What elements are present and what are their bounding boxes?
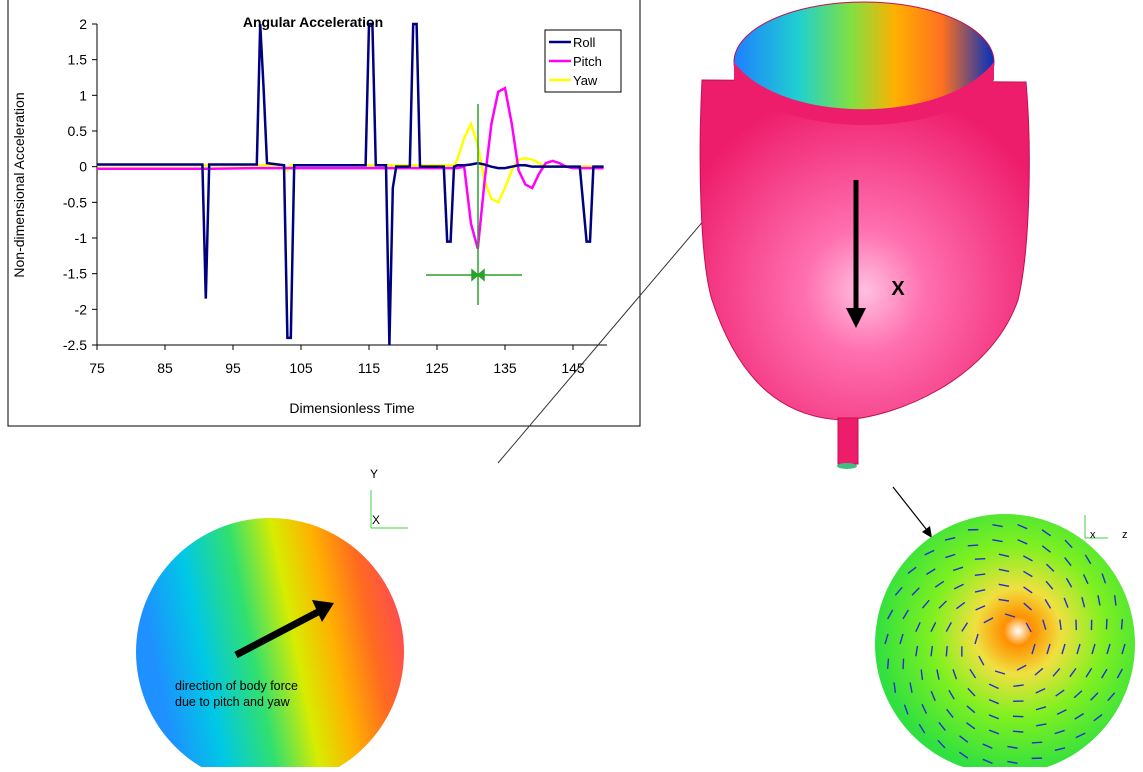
flow-arrow [888,659,889,669]
y-tick-label: -1 [75,230,88,246]
axis-label: z [1122,529,1128,541]
disk-caption: direction of body force [175,679,298,693]
x-tick-label: 145 [561,360,585,376]
flow-arrow [1106,619,1107,629]
flow-arrow [1013,731,1023,732]
axis-label: X [372,513,380,527]
left-disk: direction of body force due to pitch and… [136,467,408,767]
axis-label: x [1090,529,1096,541]
y-tick-label: 1 [79,87,87,103]
y-tick-label: -0.5 [63,194,87,210]
y-tick-label: -2 [75,301,88,317]
leader-arrow [893,487,932,538]
flow-arrow [903,659,904,669]
x-tick-label: 125 [425,360,449,376]
legend-label: Yaw [573,73,598,88]
y-axis-title: Non-dimensional Acceleration [11,92,27,277]
flow-arrow [1032,742,1042,743]
axis-label: Y [370,467,378,481]
x-tick-label: 75 [89,360,105,376]
x-tick-label: 135 [493,360,517,376]
x-tick-label: 105 [289,360,313,376]
flow-arrow [946,646,947,656]
flow-arrow [975,559,985,560]
right-disk: x z [875,514,1135,767]
legend-label: Roll [573,35,596,50]
disk-caption: due to pitch and yaw [175,695,291,709]
y-tick-label: -2.5 [63,337,87,353]
y-tick-label: 1.5 [68,52,88,68]
legend-label: Pitch [573,54,602,69]
flow-arrow [1122,619,1123,629]
x-axis-title: Dimensionless Time [289,400,414,416]
x-tick-label: 85 [157,360,173,376]
x-tick-label: 115 [358,360,381,376]
vessel: X [700,2,1029,469]
y-tick-label: 0.5 [68,123,88,139]
y-tick-label: 2 [79,16,87,32]
flow-arrow [968,545,978,546]
y-tick-label: -1.5 [63,266,87,282]
y-tick-label: 0 [79,159,87,175]
vessel-axis-label: X [891,278,905,300]
chart-title: Angular Acceleration [243,14,383,30]
x-tick-label: 95 [225,360,241,376]
